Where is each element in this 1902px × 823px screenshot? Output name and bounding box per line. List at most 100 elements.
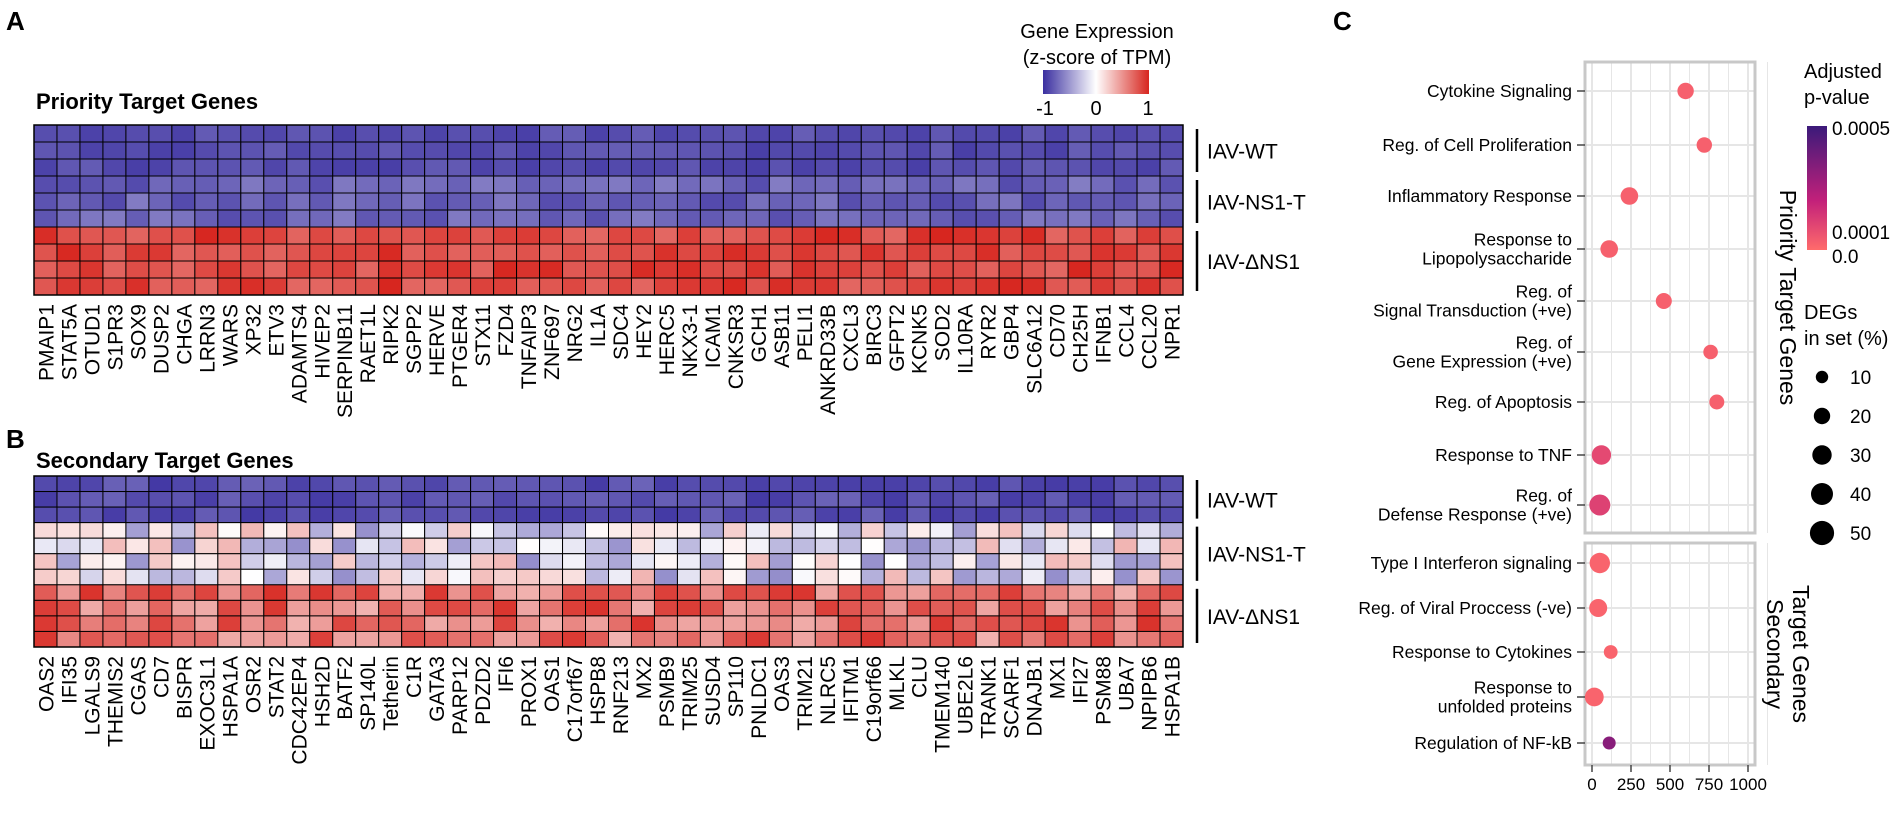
heatmap-cell — [401, 568, 426, 586]
heatmap-cell — [630, 506, 655, 524]
heatmap-cell — [470, 209, 495, 228]
heatmap-cell — [125, 124, 150, 143]
heatmap-cell — [217, 599, 242, 617]
heatmap-cell — [745, 175, 770, 194]
heatmap-cell — [1044, 175, 1069, 194]
heatmap-cell — [493, 209, 518, 228]
heatmap-cell — [1090, 491, 1115, 508]
heatmap-cell — [378, 475, 403, 493]
gene-label: GATA3 — [426, 656, 449, 722]
heatmap-cell — [860, 506, 885, 524]
heatmap-cell — [791, 568, 816, 586]
heatmap-cell — [56, 226, 81, 245]
gene-label: SOD2 — [932, 304, 955, 361]
heatmap-cell — [585, 192, 610, 211]
heatmap-cell — [516, 522, 541, 539]
heatmap-cell — [585, 568, 610, 586]
heatmap-cell — [539, 537, 564, 555]
heatmap-cell — [56, 615, 81, 632]
heatmap-cell — [286, 522, 311, 539]
heatmap-cell — [699, 243, 724, 262]
heatmap-cell — [1021, 491, 1046, 508]
pvalue-legend-title-1: Adjusted — [1804, 61, 1882, 83]
heatmap-cell — [906, 522, 931, 539]
heatmap-cell — [470, 522, 495, 539]
gene-label: HSPB8 — [587, 656, 610, 725]
heatmap-cell — [975, 192, 1000, 211]
heatmap-cell — [676, 277, 701, 296]
heatmap-cell — [286, 209, 311, 228]
heatmap-cell — [722, 491, 747, 508]
gene-label: HSPA1A — [219, 656, 242, 737]
heatmap-cell — [286, 491, 311, 508]
heatmap-cell — [1090, 260, 1115, 279]
heatmap-cell — [424, 553, 449, 570]
expression-legend-tick-min: -1 — [1036, 98, 1054, 120]
heatmap-cell — [630, 522, 655, 539]
heatmap-cell — [56, 124, 81, 143]
heatmap-cell — [1021, 141, 1046, 160]
heatmap-cell — [148, 226, 173, 245]
heatmap-cell — [1090, 226, 1115, 245]
gene-label: XP32 — [242, 304, 265, 355]
heatmap-cell — [837, 522, 862, 539]
heatmap-cell — [401, 226, 426, 245]
heatmap-cell — [33, 209, 58, 228]
heatmap-cell — [516, 260, 541, 279]
heatmap-cell — [286, 599, 311, 617]
heatmap-cell — [906, 491, 931, 508]
heatmap-cell — [539, 599, 564, 617]
dotplot-frame — [1583, 60, 1757, 535]
heatmap-cell — [148, 243, 173, 262]
heatmap-cell — [722, 568, 747, 586]
heatmap-cell — [906, 158, 931, 177]
heatmap-cell — [263, 599, 288, 617]
heatmap-cell — [240, 475, 265, 493]
heatmap-cell — [217, 506, 242, 524]
heatmap-cell — [791, 226, 816, 245]
term-dot — [1584, 687, 1604, 707]
heatmap-cell — [378, 491, 403, 508]
heatmap-cell — [860, 630, 885, 648]
heatmap-cell — [401, 158, 426, 177]
gene-label: NRG2 — [564, 304, 587, 362]
heatmap-cell — [171, 141, 196, 160]
heatmap-cell — [791, 192, 816, 211]
heatmap-cell — [699, 522, 724, 539]
heatmap-cell — [516, 537, 541, 555]
heatmap-cell — [493, 506, 518, 524]
heatmap-cell — [745, 630, 770, 648]
heatmap-cell — [860, 522, 885, 539]
gene-label: ANKRD33B — [817, 304, 840, 415]
gene-label: BATF2 — [334, 656, 357, 720]
expression-legend-tick-mid: 0 — [1090, 98, 1101, 120]
gene-label: SP110 — [725, 656, 748, 718]
heatmap-cell — [378, 615, 403, 632]
heatmap-cell — [1021, 537, 1046, 555]
heatmap-cell — [217, 553, 242, 570]
heatmap-cell — [837, 584, 862, 601]
heatmap-cell — [1136, 615, 1161, 632]
gene-label: SUSD4 — [702, 656, 725, 726]
heatmap-cell — [470, 124, 495, 143]
heatmap-cell — [860, 491, 885, 508]
heatmap-cell — [148, 260, 173, 279]
gene-label: STX11 — [472, 304, 495, 367]
heatmap-cell — [883, 568, 908, 586]
gene-label: HEY2 — [633, 304, 656, 359]
heatmap-cell — [1044, 209, 1069, 228]
heatmap-cell — [1113, 209, 1138, 228]
heatmap-cell — [1067, 522, 1092, 539]
heatmap-cell — [722, 615, 747, 632]
heatmap-cell — [998, 491, 1023, 508]
heatmap-cell — [975, 124, 1000, 143]
gene-label: DUSP2 — [150, 304, 173, 374]
heatmap-cell — [929, 615, 954, 632]
heatmap-cell — [791, 630, 816, 648]
heatmap-cell — [33, 506, 58, 524]
heatmap-cell — [653, 599, 678, 617]
heatmap-cell — [676, 158, 701, 177]
heatmap-cell — [263, 522, 288, 539]
term-label: Response to — [1474, 678, 1572, 698]
heatmap-cell — [539, 141, 564, 160]
